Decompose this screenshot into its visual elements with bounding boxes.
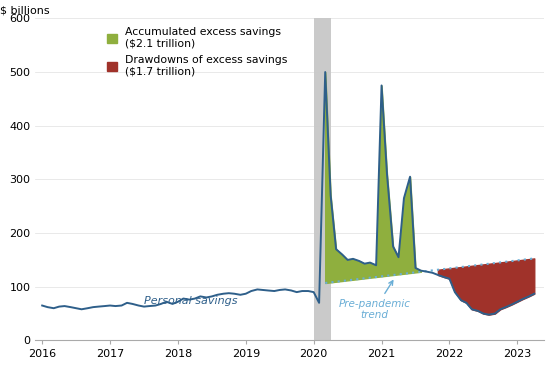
Legend: Accumulated excess savings
($2.1 trillion), Drawdowns of excess savings
($1.7 tr: Accumulated excess savings ($2.1 trillio… — [107, 27, 288, 77]
Text: $ billions: $ billions — [0, 5, 50, 15]
Bar — [314, 18, 331, 341]
Text: Personal savings: Personal savings — [144, 296, 238, 306]
Text: Pre-pandemic
trend: Pre-pandemic trend — [339, 281, 411, 320]
